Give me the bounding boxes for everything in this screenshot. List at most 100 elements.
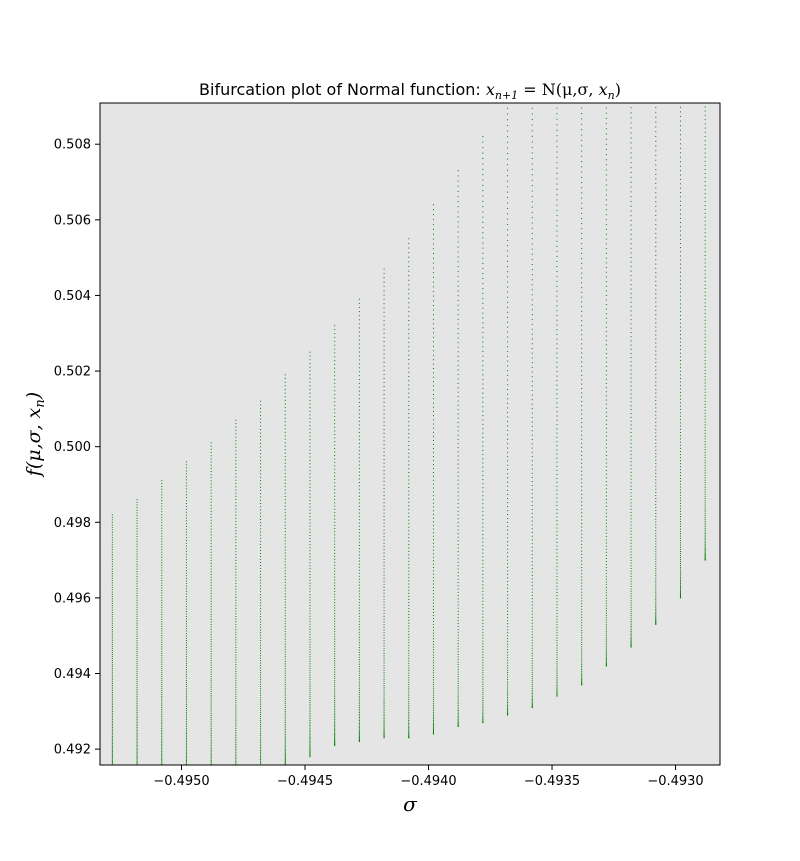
data-point bbox=[235, 508, 237, 510]
data-point bbox=[457, 378, 459, 380]
data-point bbox=[679, 447, 681, 449]
data-point bbox=[334, 743, 336, 745]
data-point bbox=[507, 153, 509, 155]
data-point bbox=[358, 718, 360, 720]
data-point bbox=[630, 229, 632, 231]
data-point bbox=[655, 551, 657, 553]
data-point bbox=[605, 199, 607, 201]
data-point bbox=[507, 643, 509, 645]
data-point bbox=[185, 742, 187, 744]
data-point bbox=[704, 479, 706, 481]
data-point bbox=[235, 443, 237, 445]
data-point bbox=[679, 591, 681, 593]
data-point bbox=[136, 525, 138, 527]
data-point bbox=[655, 358, 657, 360]
data-point bbox=[704, 119, 706, 121]
data-point bbox=[630, 630, 632, 632]
data-point bbox=[507, 271, 509, 273]
data-point bbox=[358, 351, 360, 353]
data-point bbox=[679, 165, 681, 167]
data-point bbox=[334, 742, 336, 744]
data-point bbox=[161, 644, 163, 646]
data-point bbox=[704, 205, 706, 207]
data-point bbox=[383, 710, 385, 712]
data-point bbox=[185, 694, 187, 696]
data-point bbox=[260, 676, 262, 678]
data-point bbox=[556, 516, 558, 518]
data-point bbox=[284, 729, 286, 731]
data-point bbox=[507, 711, 509, 713]
data-point bbox=[531, 501, 533, 503]
data-point bbox=[185, 760, 187, 762]
data-point bbox=[605, 243, 607, 245]
data-point bbox=[260, 760, 262, 762]
data-point bbox=[334, 682, 336, 684]
data-point bbox=[260, 442, 262, 444]
data-point bbox=[111, 734, 113, 736]
data-point bbox=[210, 528, 212, 530]
data-point bbox=[210, 522, 212, 524]
data-point bbox=[309, 703, 311, 705]
data-point bbox=[605, 262, 607, 264]
sigma-column bbox=[210, 442, 212, 765]
data-point bbox=[334, 723, 336, 725]
data-point bbox=[185, 724, 187, 726]
data-point bbox=[161, 505, 163, 507]
data-point bbox=[136, 541, 138, 543]
data-point bbox=[284, 620, 286, 622]
data-point bbox=[482, 710, 484, 712]
data-point bbox=[185, 671, 187, 673]
data-point bbox=[482, 654, 484, 656]
data-point bbox=[210, 636, 212, 638]
data-point bbox=[334, 607, 336, 609]
data-point bbox=[334, 340, 336, 342]
data-point bbox=[704, 326, 706, 328]
data-point bbox=[136, 733, 138, 735]
data-point bbox=[556, 559, 558, 561]
data-point bbox=[260, 453, 262, 455]
data-point bbox=[334, 596, 336, 598]
data-point bbox=[408, 567, 410, 569]
data-point bbox=[507, 552, 509, 554]
data-point bbox=[531, 705, 533, 707]
data-point bbox=[210, 738, 212, 740]
data-point bbox=[284, 746, 286, 748]
data-point bbox=[507, 697, 509, 699]
data-point bbox=[235, 651, 237, 653]
data-point bbox=[482, 410, 484, 412]
data-point bbox=[655, 421, 657, 423]
data-point bbox=[260, 515, 262, 517]
data-point bbox=[507, 245, 509, 247]
data-point bbox=[235, 714, 237, 716]
data-point bbox=[309, 568, 311, 570]
data-point bbox=[334, 475, 336, 477]
data-point bbox=[432, 651, 434, 653]
data-point bbox=[334, 423, 336, 425]
data-point bbox=[679, 283, 681, 285]
data-point bbox=[111, 711, 113, 713]
data-point bbox=[136, 710, 138, 712]
y-tick-label: 0.502 bbox=[54, 365, 91, 380]
data-point bbox=[605, 647, 607, 649]
data-point bbox=[358, 442, 360, 444]
data-point bbox=[235, 750, 237, 752]
data-point bbox=[284, 708, 286, 710]
data-point bbox=[457, 231, 459, 233]
data-point bbox=[358, 343, 360, 345]
data-point bbox=[655, 232, 657, 234]
data-point bbox=[358, 569, 360, 571]
data-point bbox=[284, 421, 286, 423]
data-point bbox=[679, 209, 681, 211]
data-point bbox=[136, 652, 138, 654]
data-point bbox=[111, 757, 113, 759]
data-point bbox=[408, 560, 410, 562]
data-point bbox=[531, 279, 533, 281]
data-point bbox=[185, 508, 187, 510]
data-point bbox=[630, 608, 632, 610]
data-point bbox=[309, 699, 311, 701]
data-point bbox=[704, 502, 706, 504]
data-point bbox=[309, 732, 311, 734]
data-point bbox=[556, 676, 558, 678]
data-point bbox=[334, 688, 336, 690]
data-point bbox=[482, 351, 484, 353]
